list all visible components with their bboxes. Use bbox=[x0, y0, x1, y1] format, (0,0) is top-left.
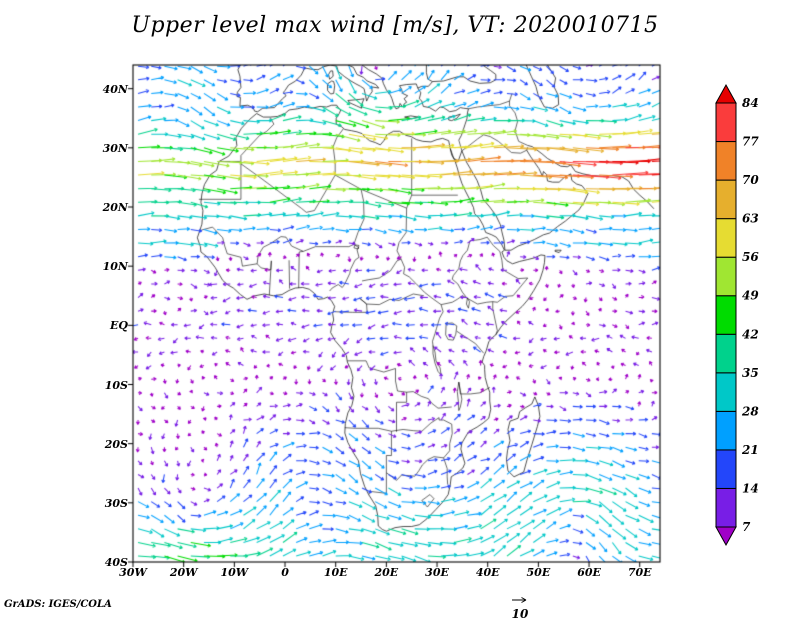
colorbar-segment bbox=[715, 179, 737, 220]
lat-tick-label: 20N bbox=[102, 201, 128, 214]
lat-tick-label: 30S bbox=[104, 496, 128, 510]
reference-arrow-icon bbox=[512, 597, 527, 603]
lat-tick-label: 40N bbox=[102, 82, 128, 96]
lon-tick-label: 70E bbox=[627, 566, 652, 579]
reference-vector-label: 10 bbox=[511, 607, 529, 618]
colorbar-tick-label: 7 bbox=[742, 520, 751, 534]
lon-tick-label: 0 bbox=[281, 566, 289, 579]
colorbar-tick-label: 35 bbox=[742, 366, 759, 380]
colorbar-segment bbox=[715, 141, 737, 181]
lon-tick-label: 20E bbox=[374, 566, 399, 579]
colorbar-tick-label: 21 bbox=[741, 443, 759, 457]
lat-tick-label: 10S bbox=[104, 378, 128, 392]
colorbar-segment bbox=[715, 410, 737, 451]
colorbar-segment bbox=[715, 295, 737, 335]
colorbar-segment bbox=[715, 256, 737, 297]
lon-tick-label: 10E bbox=[323, 566, 348, 579]
lat-tick-label: 40S bbox=[104, 556, 128, 569]
colorbar-segment bbox=[715, 487, 737, 528]
colorbar-tick-label: 84 bbox=[742, 96, 759, 110]
colorbar-tick-label: 28 bbox=[741, 404, 759, 418]
colorbar-segment bbox=[715, 372, 737, 412]
credit-text: GrADS: IGES/COLA bbox=[4, 599, 112, 610]
lon-tick-label: 30E bbox=[425, 566, 449, 579]
reference-vector: 10 bbox=[502, 588, 538, 618]
lat-tick-label: 30N bbox=[102, 141, 128, 155]
colorbar-segment bbox=[715, 102, 737, 143]
lon-tick-label: 30W bbox=[119, 566, 147, 579]
colorbar-arrow-top bbox=[715, 83, 737, 104]
colorbar-tick-label: 49 bbox=[742, 289, 759, 303]
colorbar-segment bbox=[715, 449, 737, 489]
lon-tick-label: 60E bbox=[577, 566, 601, 579]
lat-tick-label: 10N bbox=[102, 260, 128, 274]
colorbar-tick-label: 70 bbox=[742, 173, 759, 187]
lon-tick-label: 50E bbox=[526, 566, 551, 579]
lat-tick-label: EQ bbox=[110, 319, 128, 333]
lat-tick-label: 20S bbox=[104, 437, 128, 451]
colorbar-tick-label: 77 bbox=[742, 135, 759, 149]
colorbar-segment bbox=[715, 218, 737, 258]
colorbar-tick-label: 63 bbox=[742, 212, 759, 226]
colorbar-tick-label: 14 bbox=[742, 481, 759, 495]
colorbar-segment bbox=[715, 333, 737, 374]
colorbar-tick-label: 56 bbox=[742, 250, 759, 264]
lon-tick-label: 20W bbox=[169, 566, 198, 579]
lon-tick-label: 40E bbox=[475, 566, 500, 579]
lon-tick-label: 10W bbox=[220, 566, 249, 579]
colorbar: 7 14 21 28 35 42 49 56 63 70 77 84 bbox=[715, 83, 759, 547]
colorbar-arrow-bottom bbox=[715, 526, 737, 547]
colorbar-tick-label: 42 bbox=[742, 327, 759, 341]
